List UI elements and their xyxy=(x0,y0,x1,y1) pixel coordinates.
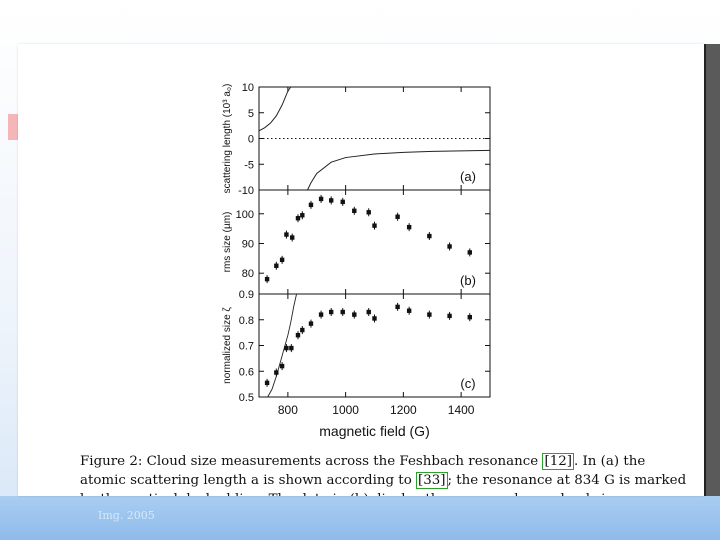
x-axis-label: magnetic field (G) xyxy=(319,423,429,439)
data-point xyxy=(284,232,289,237)
slide-footer-text: Img. 2005 xyxy=(98,509,155,522)
curve-left-branch xyxy=(258,86,292,132)
y-tick-label: 5 xyxy=(248,108,254,120)
y-tick-label: 0 xyxy=(248,134,254,146)
y-tick-label: -5 xyxy=(244,159,254,171)
data-point xyxy=(274,370,279,375)
data-point xyxy=(328,309,334,315)
panel-label: (b) xyxy=(460,273,476,288)
data-point xyxy=(318,196,324,202)
panel-label: (c) xyxy=(460,376,475,391)
y-tick-label: 90 xyxy=(242,238,254,250)
data-point xyxy=(372,316,377,321)
x-tick-label: 1400 xyxy=(448,403,475,417)
y-tick-label: 0.8 xyxy=(239,315,254,327)
data-point xyxy=(427,233,432,239)
data-point xyxy=(308,321,314,326)
data-point xyxy=(300,327,305,333)
data-point xyxy=(372,223,377,228)
x-tick-label: 800 xyxy=(278,403,298,417)
x-tick-label: 1000 xyxy=(332,403,359,417)
data-point xyxy=(290,235,295,240)
y-tick-label: -10 xyxy=(238,185,254,197)
data-point xyxy=(264,380,270,386)
data-point xyxy=(279,363,285,369)
data-point xyxy=(308,202,314,208)
data-point xyxy=(279,257,285,263)
citation-link[interactable]: [12] xyxy=(542,453,574,470)
scrollbar[interactable] xyxy=(704,44,720,496)
caption-line-3: by the vertical dashed line. The data in… xyxy=(80,490,692,496)
y-axis-label: rms size (µm) xyxy=(222,212,233,273)
panel-frame xyxy=(258,189,491,295)
panel-label: (a) xyxy=(460,169,476,184)
data-point xyxy=(284,345,289,351)
data-point xyxy=(406,224,412,230)
data-point xyxy=(366,309,371,315)
data-point xyxy=(340,309,345,315)
caption-line-1: Figure 2: Cloud size measurements across… xyxy=(80,453,646,470)
y-tick-label: 0.9 xyxy=(239,289,254,301)
data-point xyxy=(300,213,305,218)
data-point xyxy=(395,214,400,219)
data-point xyxy=(295,216,301,221)
data-point xyxy=(274,263,279,268)
data-point xyxy=(447,244,452,249)
figure-caption: Figure 2: Cloud size measurements across… xyxy=(80,452,692,496)
y-tick-label: 80 xyxy=(242,268,254,280)
y-axis-label: scattering length (10³ a₀) xyxy=(222,84,233,194)
data-point xyxy=(395,304,400,310)
data-point xyxy=(295,333,301,338)
slide-footer-band xyxy=(0,496,720,540)
data-point xyxy=(352,312,357,317)
y-tick-label: 0.7 xyxy=(239,341,254,353)
paper-page: 10 5 0 -5 -10 scattering length (10³ a₀) (a) 10… xyxy=(18,44,704,496)
panel-frame xyxy=(258,293,491,398)
data-point xyxy=(318,312,324,317)
caption-line-2: atomic scattering length a is shown acco… xyxy=(80,472,687,489)
theory-curve xyxy=(267,293,297,398)
data-point xyxy=(340,199,345,205)
data-point xyxy=(366,210,371,215)
y-tick-label: 100 xyxy=(236,209,254,221)
data-point xyxy=(406,308,412,313)
citation-link[interactable]: [33] xyxy=(416,472,448,489)
y-tick-label: 0.5 xyxy=(239,392,254,404)
data-point xyxy=(447,313,452,319)
y-tick-label: 0.6 xyxy=(239,366,254,378)
data-point xyxy=(427,312,432,317)
data-point xyxy=(264,276,270,282)
data-point xyxy=(289,345,294,351)
curve-right-branch xyxy=(307,149,491,191)
y-tick-label: 10 xyxy=(242,82,254,94)
x-tick-label: 1200 xyxy=(390,403,417,417)
data-point xyxy=(328,198,334,203)
y-axis-label: normalized size ζ xyxy=(222,307,233,384)
data-point xyxy=(467,314,472,320)
feshbach-figure: 10 5 0 -5 -10 scattering length (10³ a₀) (a) 10… xyxy=(222,82,491,439)
data-point xyxy=(467,250,472,255)
data-point xyxy=(352,208,357,213)
